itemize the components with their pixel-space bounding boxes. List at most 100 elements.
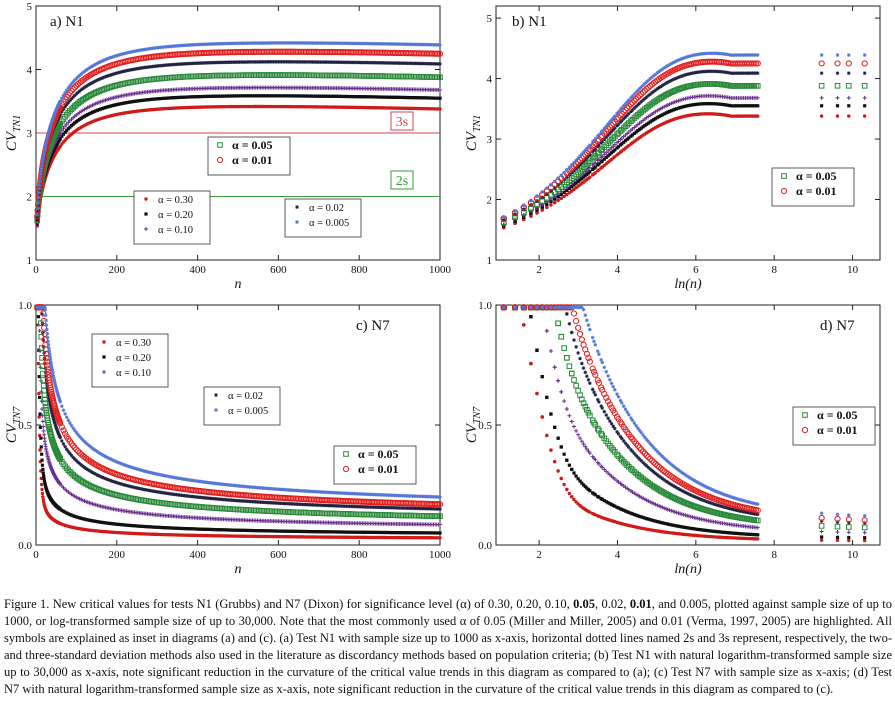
data-point [37,391,41,396]
data-point [600,139,605,144]
data-point [246,94,250,98]
data-point [55,429,60,433]
data-point [435,96,439,100]
data-point [69,453,74,458]
data-point [196,73,203,79]
data-point [419,74,426,80]
data-point [53,111,57,115]
data-point [51,416,56,420]
data-point [320,94,324,98]
data-point [733,104,737,108]
data-point [226,528,230,532]
data-point [380,530,384,535]
data-point [294,94,298,98]
data-point [436,50,444,57]
data-point [381,95,386,99]
data-point [278,529,282,533]
data-point [215,72,222,79]
data-point [171,526,175,530]
data-point [111,54,116,59]
data-point [60,439,64,443]
data-point [576,156,580,160]
data-point [152,525,156,529]
data-point [338,511,345,517]
data-point [298,509,304,516]
data-point [136,99,140,103]
y-axis-label-sub: TN1 [12,115,23,132]
data-point [65,128,69,133]
data-point [433,513,440,519]
data-point [248,72,254,78]
data-point [629,95,633,100]
data-point [92,63,96,67]
data-point [326,530,331,534]
data-point [567,165,572,170]
data-point [408,512,414,519]
data-point [68,470,75,477]
data-point [298,72,304,78]
data-point [608,152,612,156]
y-tick-label: 5 [27,1,33,13]
data-point [51,115,56,119]
data-point [120,523,124,527]
data-point [682,105,686,109]
x-tick-label: 6 [693,264,699,276]
data-point [178,74,185,80]
data-point [697,102,702,106]
data-point [655,71,660,75]
data-point [106,73,111,78]
data-point [137,524,142,528]
data-point [66,449,71,454]
data-point [545,205,549,210]
data-point [425,74,432,80]
data-point [51,417,56,422]
data-point [44,141,48,145]
data-point [284,529,289,533]
data-point [423,531,428,535]
data-point [559,180,564,184]
data-point [77,89,82,93]
data-point [73,514,77,518]
data-point [643,96,647,101]
data-point [593,137,598,141]
data-point [678,57,682,62]
data-point [431,96,436,100]
data-point [137,99,142,103]
data-point [432,513,438,519]
data-point [622,106,629,114]
data-point [215,528,219,532]
data-point [706,102,711,106]
data-point [147,525,151,529]
data-point [611,128,616,132]
data-point [301,509,308,516]
data-point [44,139,49,143]
data-point [662,66,667,70]
data-point [372,511,379,518]
data-point [391,95,395,99]
data-point [438,43,442,47]
data-point [355,95,360,99]
data-point [52,419,56,423]
data-point [38,175,43,180]
data-point [264,508,270,514]
data-point [396,512,403,519]
data-point [38,179,42,183]
data-point [61,107,66,112]
data-point [381,530,386,535]
x-tick-label: 0 [33,549,39,561]
data-point [132,524,137,528]
data-point [349,94,353,99]
data-point [416,74,422,80]
data-point [145,98,150,102]
data-point [270,72,277,78]
data-point [209,72,215,79]
data-point [736,104,740,108]
data-point [291,529,295,533]
data-point [600,129,605,133]
data-point [131,100,135,104]
data-point [862,95,867,100]
data-point [562,190,566,194]
data-point [328,94,332,98]
data-point [627,98,631,102]
